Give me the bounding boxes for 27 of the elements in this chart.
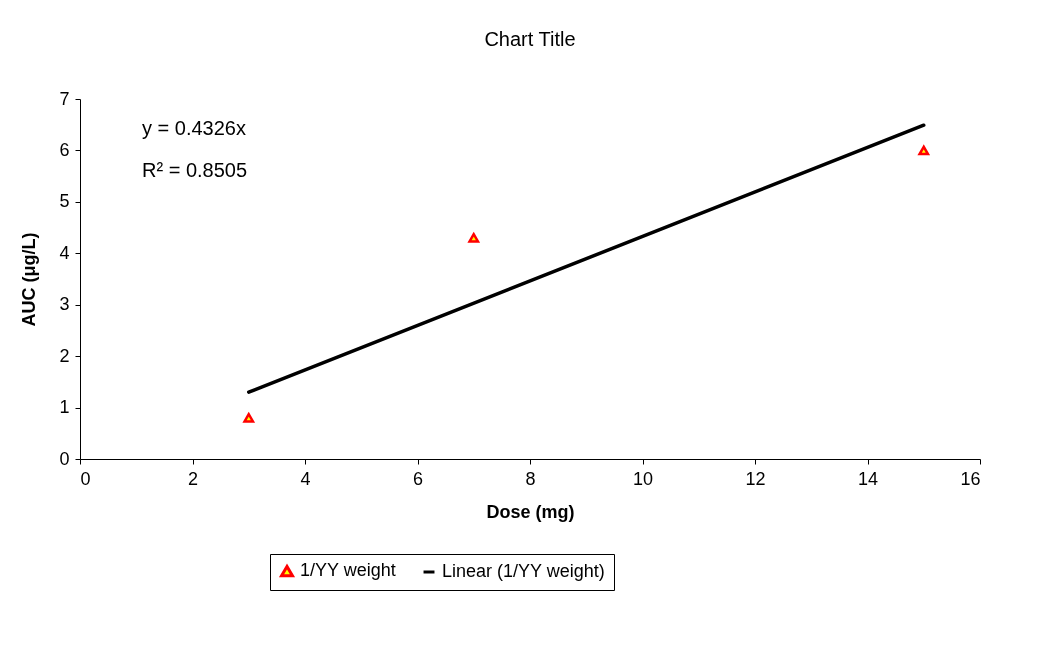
x-tick-label: 8 — [525, 468, 536, 489]
x-tick-label: 12 — [745, 468, 766, 489]
x-tick-label: 14 — [857, 468, 879, 489]
legend-label: Linear (1/YY weight) — [442, 561, 605, 581]
point — [468, 232, 480, 243]
annotation: R² = 0.8505 — [142, 159, 248, 181]
y-tick-label: 6 — [59, 139, 70, 160]
y-tick-label: 0 — [59, 448, 70, 469]
point — [918, 145, 930, 156]
annotation: y = 0.4326x — [142, 117, 246, 139]
x-axis-title: Dose (mg) — [486, 501, 575, 522]
x-tick-label: 4 — [300, 468, 311, 489]
y-axis-title: AUC (μg/L) — [19, 232, 40, 327]
y-tick-label: 1 — [59, 397, 70, 418]
x-tick-label: 6 — [412, 468, 424, 489]
y-tick-label: 5 — [59, 191, 70, 212]
x-tick-label: 16 — [960, 468, 981, 489]
y-tick-label: 3 — [59, 294, 70, 315]
y-tick-label: 2 — [59, 345, 70, 366]
chart-title: Chart Title — [484, 28, 576, 50]
point — [243, 412, 255, 423]
legend-label: 1/YY weight — [300, 560, 396, 581]
x-tick-label: 0 — [80, 468, 91, 489]
y-tick-label: 7 — [59, 88, 70, 109]
x-tick-label: 10 — [632, 468, 654, 489]
x-tick-label: 2 — [187, 468, 199, 489]
y-tick-label: 4 — [59, 242, 70, 263]
